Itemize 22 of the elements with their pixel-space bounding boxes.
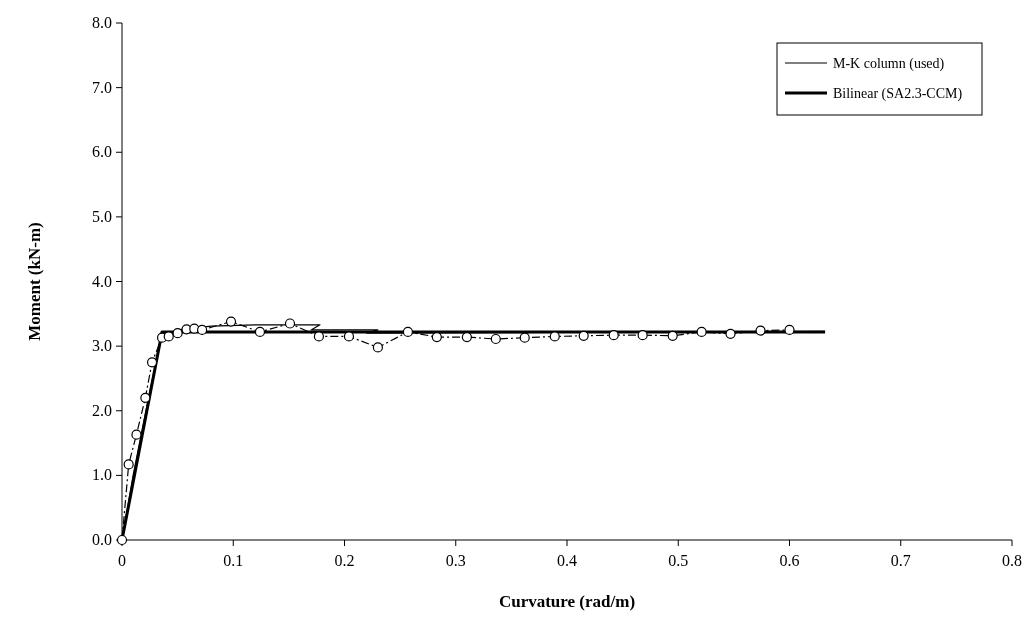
y-tick-label: 0.0 (92, 531, 112, 548)
x-tick-label: 0.1 (223, 552, 244, 569)
y-tick-label: 6.0 (92, 143, 112, 161)
legend-label: M-K column (used) (833, 56, 945, 72)
y-tick-label: 2.0 (92, 401, 112, 419)
legend-label: Bilinear (SA2.3-CCM) (833, 86, 963, 102)
y-tick-label: 3.0 (92, 337, 112, 355)
y-tick-label: 1.0 (92, 466, 112, 484)
x-tick-label: 0.8 (1002, 552, 1022, 569)
x-tick-label: 0.3 (445, 552, 466, 569)
x-tick-label: 0.5 (668, 552, 689, 569)
y-tick-label: 4.0 (92, 272, 112, 290)
y-tick-label: 5.0 (92, 207, 112, 225)
y-axis-title: Moment (kN-m) (25, 222, 44, 341)
x-tick-label: 0.2 (334, 552, 355, 569)
x-tick-label: 0.6 (779, 552, 800, 569)
x-tick-label: 0.4 (557, 552, 577, 569)
x-tick-label: 0 (118, 552, 126, 569)
x-axis-title: Curvature (rad/m) (498, 592, 636, 611)
y-tick-label: 8.0 (92, 14, 112, 31)
x-tick-label: 0.7 (890, 552, 911, 569)
y-tick-label: 7.0 (92, 78, 112, 96)
